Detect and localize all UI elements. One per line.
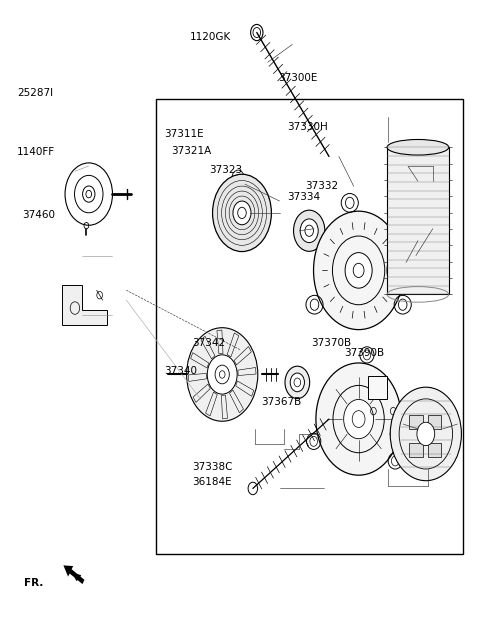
Bar bbox=[156, 99, 463, 554]
Text: 37460: 37460 bbox=[22, 209, 55, 220]
Text: 25287I: 25287I bbox=[17, 88, 53, 98]
Circle shape bbox=[394, 255, 417, 286]
Circle shape bbox=[417, 422, 435, 445]
Bar bbox=[409, 443, 422, 457]
Circle shape bbox=[285, 366, 310, 399]
Circle shape bbox=[344, 399, 373, 438]
Circle shape bbox=[390, 387, 461, 481]
Circle shape bbox=[345, 253, 372, 288]
Circle shape bbox=[290, 373, 304, 392]
Text: FR.: FR. bbox=[24, 577, 44, 587]
Bar bbox=[369, 376, 387, 399]
Ellipse shape bbox=[387, 140, 449, 155]
Text: 37334: 37334 bbox=[288, 192, 321, 203]
Bar bbox=[428, 443, 442, 457]
Text: 37338C: 37338C bbox=[192, 462, 233, 472]
Text: 37311E: 37311E bbox=[164, 129, 204, 139]
Text: 37321A: 37321A bbox=[171, 146, 212, 156]
Circle shape bbox=[313, 211, 404, 330]
Text: 37342: 37342 bbox=[192, 338, 226, 348]
Bar bbox=[409, 415, 422, 429]
Text: 37370B: 37370B bbox=[311, 338, 351, 348]
Text: 36184E: 36184E bbox=[192, 477, 232, 487]
Text: 37330H: 37330H bbox=[288, 123, 328, 133]
Text: 37300E: 37300E bbox=[278, 72, 317, 82]
Bar bbox=[387, 147, 449, 294]
Text: 37323: 37323 bbox=[209, 165, 242, 175]
FancyArrow shape bbox=[63, 565, 84, 584]
Circle shape bbox=[300, 219, 318, 243]
Circle shape bbox=[387, 247, 423, 294]
Circle shape bbox=[207, 355, 237, 394]
Text: 37340: 37340 bbox=[164, 365, 197, 376]
Circle shape bbox=[316, 363, 401, 475]
Text: 1140FF: 1140FF bbox=[17, 147, 55, 157]
Bar bbox=[428, 415, 442, 429]
Circle shape bbox=[187, 328, 258, 421]
Polygon shape bbox=[62, 286, 107, 325]
Circle shape bbox=[213, 174, 271, 252]
Circle shape bbox=[233, 201, 251, 225]
Text: 37332: 37332 bbox=[305, 181, 338, 191]
Text: 37390B: 37390B bbox=[344, 348, 384, 358]
Text: 37367B: 37367B bbox=[261, 397, 301, 407]
Circle shape bbox=[294, 210, 325, 252]
Text: 1120GK: 1120GK bbox=[190, 32, 231, 42]
